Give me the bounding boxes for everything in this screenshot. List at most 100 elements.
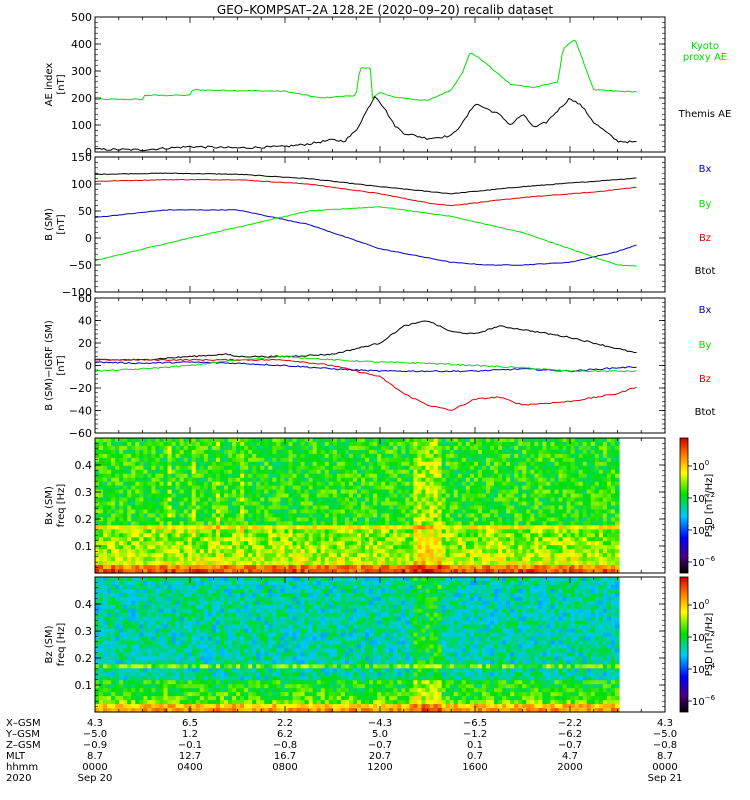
spectrogram-cell [288,485,294,491]
spectrogram-cell [514,465,519,471]
spectrogram-cell [236,541,241,546]
spectrogram-cell [344,438,350,443]
spectrogram-cell [518,465,523,471]
spectrogram-cell [425,537,431,542]
spectrogram-cell [107,525,112,530]
spectrogram-cell [610,438,616,443]
spectrogram-cell [127,533,132,538]
spectrogram-cell [175,505,181,511]
spectrogram-cell [203,481,209,487]
spectrogram-cell [111,449,116,455]
spectrogram-cell [175,501,181,507]
spectrogram-cell [586,497,592,503]
spectrogram-cell [542,545,548,550]
spectrogram-cell [477,445,483,451]
spectrogram-cell [570,533,576,538]
spectrogram-cell [300,473,306,479]
spectrogram-cell [554,525,560,530]
spectrogram-cell [614,533,620,538]
spectrogram-cell [280,517,286,522]
spectrogram-cell [421,517,427,522]
spectrogram-cell [276,505,282,511]
spectrogram-cell [107,533,112,538]
spectrogram-cell [260,493,265,499]
spectrogram-cell [506,441,511,447]
spectrogram-cell [332,489,338,495]
spectrogram-cell [340,469,346,475]
spectrogram-cell [228,445,233,451]
spectrogram-cell [167,537,173,542]
spectrogram-cell [590,569,596,574]
spectrogram-cell [127,485,132,491]
spectrogram-cell [381,477,386,483]
spectrogram-cell [320,493,326,499]
spectrogram-cell [268,517,273,522]
spectrogram-cell [562,517,568,522]
spectrogram-cell [538,565,544,570]
spectrogram-cell [131,517,136,522]
spectrogram-cell [590,561,596,566]
spectrogram-cell [409,501,415,507]
spectrogram-cell [582,485,588,491]
spectrogram-cell [554,521,560,526]
spectrogram-cell [610,489,616,495]
spectrogram-cell [357,461,362,467]
spectrogram-cell [328,469,334,475]
spectrogram-cell [534,489,539,495]
spectrogram-cell [308,501,314,507]
spectrogram-cell [99,569,104,574]
spectrogram-cell [381,505,386,511]
spectrogram-cell [445,557,451,562]
spectrogram-cell [594,553,600,558]
spectrogram-cell [481,569,487,574]
spectrogram-cell [594,493,600,499]
spectrogram-cell [566,438,572,443]
spectrogram-cell [393,469,398,475]
spectrogram-cell [550,489,556,495]
spectrogram-cell [514,457,519,463]
spectrogram-cell [187,533,193,538]
spectrogram-cell [348,533,354,538]
spectrogram-cell [155,557,161,562]
spectrogram-cell [598,525,604,530]
spectrogram-cell [215,513,221,519]
spectrogram-cell [614,553,620,558]
spectrogram-cell [365,517,370,522]
spectrogram-cell [215,441,221,447]
spectrogram-cell [332,505,338,511]
spectrogram-cell [147,493,153,499]
spectrogram-cell [95,517,100,522]
spectrogram-cell [469,501,475,507]
spectrogram-cell [167,453,173,459]
spectrogram-cell [570,553,576,558]
spectrogram-cell [352,509,358,515]
spectrogram-cell [244,545,249,550]
spectrogram-cell [264,461,269,467]
spectrogram-cell [385,457,390,463]
spectrogram-cell [530,561,535,566]
spectrogram-cell [296,485,302,491]
spectrogram-cell [312,481,318,487]
spectrogram-cell [248,553,253,558]
spectrogram-cell [397,449,402,455]
spectrogram-cell [473,525,479,530]
spectrogram-cell [425,549,431,554]
spectrogram-cell [554,517,560,522]
spectrogram-cell [405,477,410,483]
spectrogram-cell [232,569,237,574]
spectrogram-cell [127,529,132,534]
spectrogram-cell [107,438,112,443]
spectrogram-cell [385,505,390,511]
spectrogram-cell [272,569,277,574]
spectrogram-cell [606,453,612,459]
spectrogram-cell [203,489,209,495]
spectrogram-cell [465,461,471,467]
spectrogram-cell [558,525,564,530]
spectrogram-cell [445,438,451,443]
spectrogram-cell [139,509,144,515]
spectrogram-cell [232,557,237,562]
spectrogram-cell [361,489,366,495]
spectrogram-cell [131,481,136,487]
spectrogram-cell [223,473,229,479]
